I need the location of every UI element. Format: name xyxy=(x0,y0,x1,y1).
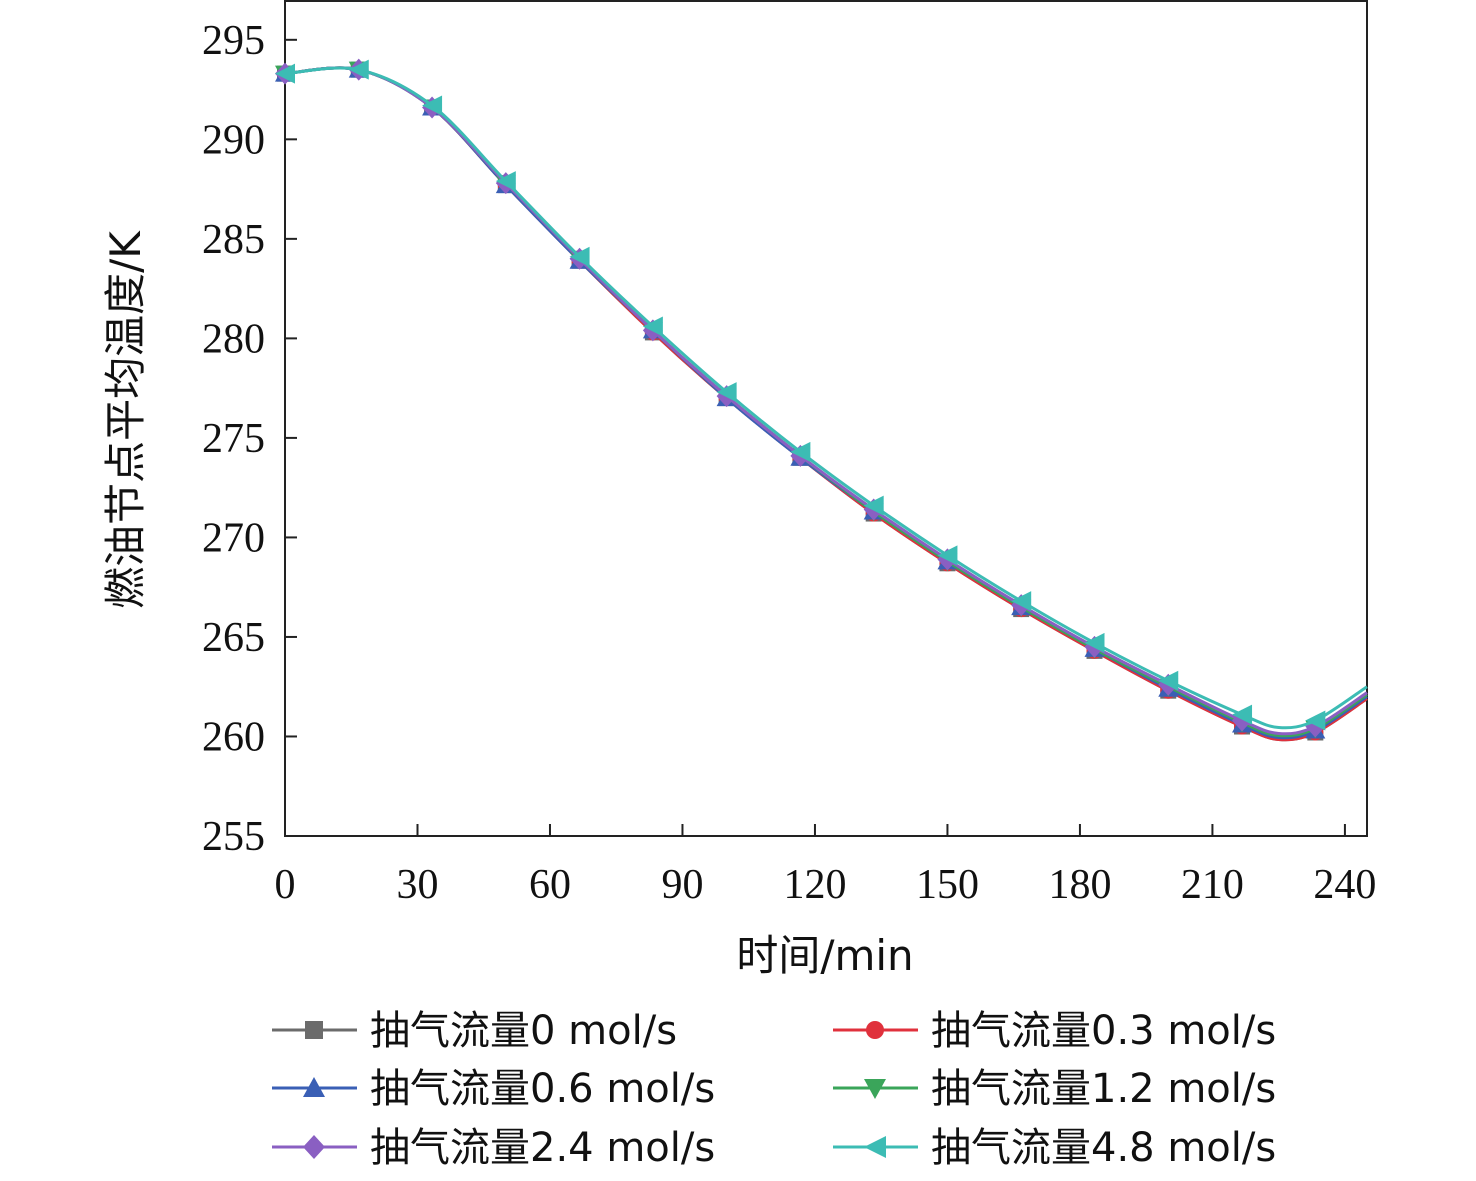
axes: 0 30 60 90 120 150 180 210 240 255 260 265 270 275 280… xyxy=(202,0,1376,908)
data-point xyxy=(1305,710,1326,731)
series-line xyxy=(277,61,1368,742)
series-path xyxy=(284,66,1368,740)
x-tick-label: 210 xyxy=(1181,862,1244,908)
x-tick-label: 90 xyxy=(661,862,703,908)
data-point xyxy=(863,495,884,516)
legend-item: 抽气流量4.8 mol/s xyxy=(833,1125,1276,1171)
x-tick-label: 180 xyxy=(1048,862,1111,908)
series-path xyxy=(284,66,1368,742)
legend-label: 抽气流量4.8 mol/s xyxy=(931,1125,1276,1171)
x-tick-label: 60 xyxy=(529,862,571,908)
legend-label: 抽气流量1.2 mol/s xyxy=(931,1066,1276,1112)
data-point xyxy=(1158,670,1179,691)
series-line xyxy=(275,59,1368,731)
y-tick-label: 295 xyxy=(202,18,265,64)
data-point xyxy=(422,95,443,116)
series-line xyxy=(277,61,1368,742)
x-tick-label: 30 xyxy=(396,862,438,908)
series-line xyxy=(275,59,1368,740)
x-tick-label: 120 xyxy=(783,862,846,908)
legend-label: 抽气流量0.6 mol/s xyxy=(370,1066,715,1112)
legend-label: 抽气流量0 mol/s xyxy=(370,1008,677,1054)
y-tick-label: 265 xyxy=(202,615,265,661)
data-point xyxy=(642,316,663,337)
x-axis-title: 时间/min xyxy=(736,931,913,980)
data-point xyxy=(305,1021,323,1039)
legend-item: 抽气流量0.6 mol/s xyxy=(272,1066,715,1112)
data-point xyxy=(1084,632,1105,653)
data-point xyxy=(716,382,737,403)
data-point xyxy=(303,1135,325,1159)
legend-item: 抽气流量2.4 mol/s xyxy=(272,1125,715,1171)
legend: 抽气流量0 mol/s 抽气流量0.3 mol/s 抽气流量0.6 mol/s 抽气流… xyxy=(272,1008,1276,1171)
data-point xyxy=(1232,704,1253,725)
y-tick-label: 255 xyxy=(202,814,265,860)
series-group xyxy=(275,58,1368,742)
series-line xyxy=(275,61,1368,739)
x-tick-label: 240 xyxy=(1313,862,1376,908)
plot-frame xyxy=(284,0,1368,837)
series-path xyxy=(284,66,1368,742)
y-axis-title: 燃油节点平均温度/K xyxy=(101,230,150,609)
x-tick-label: 0 xyxy=(275,862,296,908)
data-point xyxy=(866,1021,884,1039)
legend-label: 抽气流量0.3 mol/s xyxy=(931,1008,1276,1054)
y-tick-label: 270 xyxy=(202,515,265,561)
y-tick-label: 260 xyxy=(202,714,265,760)
series-line xyxy=(275,58,1368,738)
legend-item: 抽气流量1.2 mol/s xyxy=(833,1066,1276,1112)
legend-label: 抽气流量2.4 mol/s xyxy=(370,1125,715,1171)
y-tick-label: 290 xyxy=(202,117,265,163)
legend-item: 抽气流量0.3 mol/s xyxy=(833,1008,1276,1054)
data-point xyxy=(1011,591,1032,612)
data-point xyxy=(495,171,516,192)
series-path xyxy=(284,66,1368,736)
series-path xyxy=(284,66,1368,730)
y-tick-label: 285 xyxy=(202,217,265,263)
data-point xyxy=(790,441,811,462)
data-point xyxy=(303,1077,325,1097)
y-tick-label: 280 xyxy=(202,316,265,362)
y-tick-label: 275 xyxy=(202,416,265,462)
data-point xyxy=(864,1136,886,1158)
data-point xyxy=(864,1079,886,1099)
data-point xyxy=(348,59,369,80)
data-point xyxy=(937,545,958,566)
data-point xyxy=(569,246,590,267)
legend-item: 抽气流量0 mol/s xyxy=(272,1008,677,1054)
x-tick-label: 150 xyxy=(916,862,979,908)
data-point xyxy=(275,63,295,84)
series-path xyxy=(284,66,1368,738)
